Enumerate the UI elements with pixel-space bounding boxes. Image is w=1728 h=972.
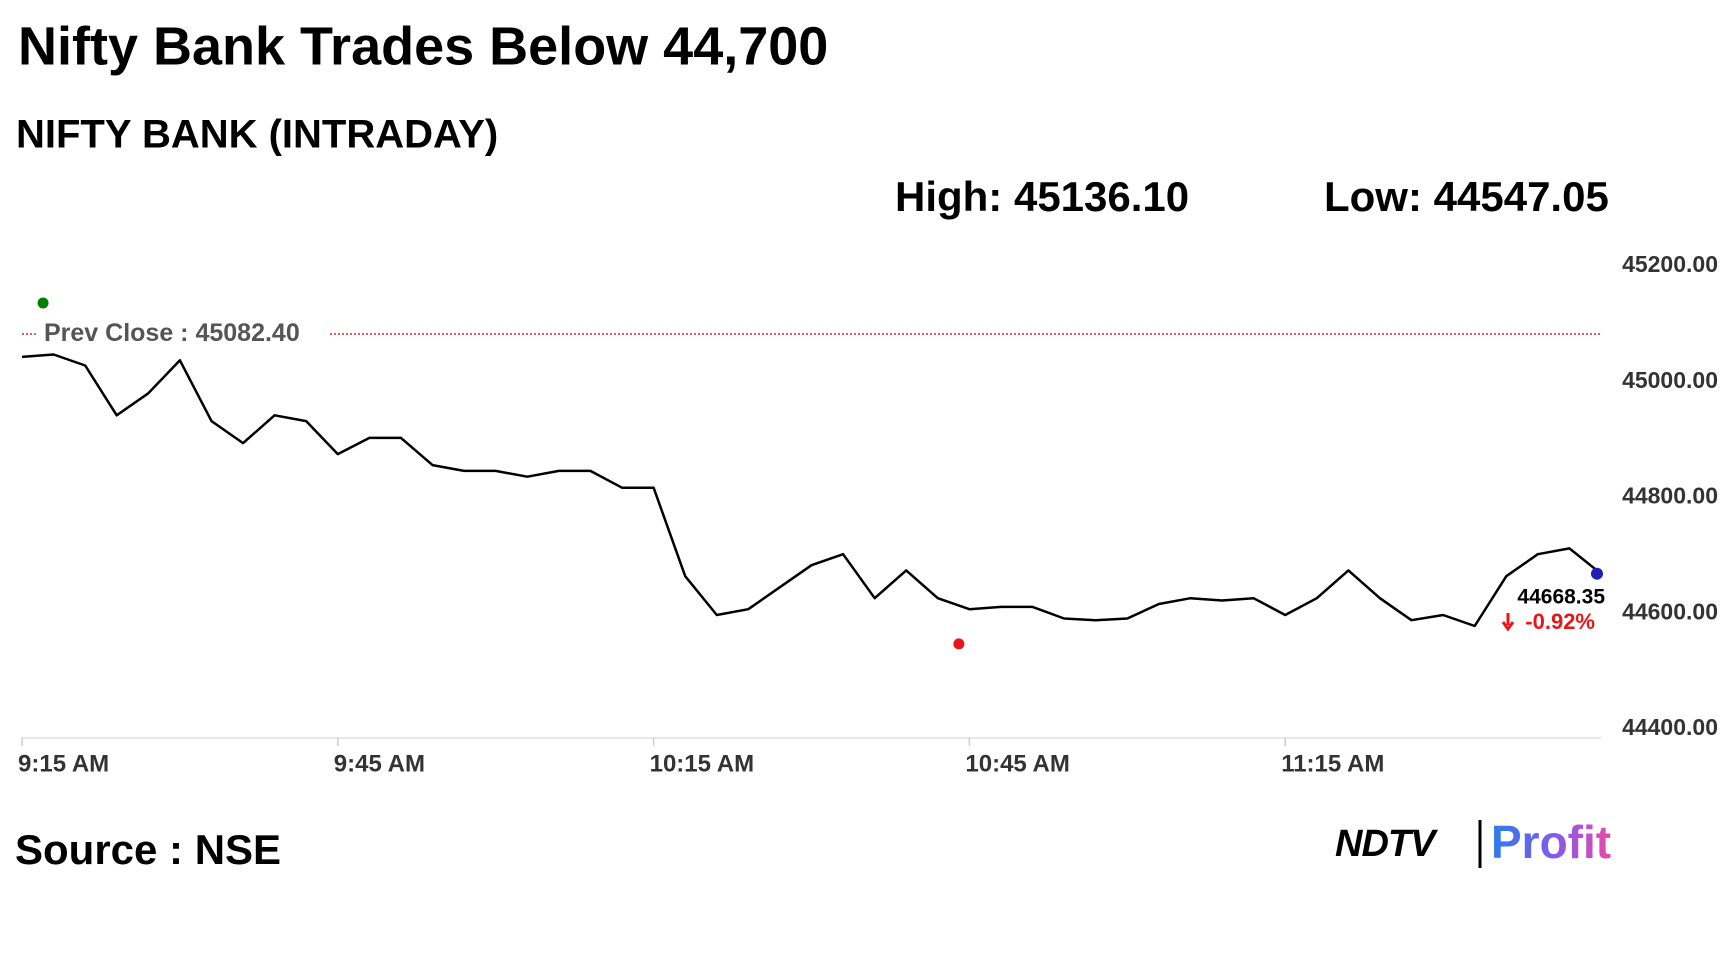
- prev-close-bg: [38, 317, 328, 352]
- prev-close-text: Prev Close : 45082.40: [44, 319, 300, 347]
- low-value: 44547.05: [1434, 173, 1609, 220]
- y-tick-label: 45200.00: [1622, 251, 1718, 277]
- chart-subtitle: NIFTY BANK (INTRADAY): [16, 113, 498, 157]
- y-tick-label: 45000.00: [1622, 367, 1718, 393]
- high-value: 45136.10: [1014, 173, 1189, 220]
- low-text: Low:: [1324, 173, 1422, 220]
- high-text: High:: [895, 173, 1002, 220]
- high-label: High: 45136.10: [895, 173, 1189, 220]
- high-dot: [37, 297, 49, 309]
- low-dot: [953, 638, 965, 650]
- logo-right: Profit: [1491, 816, 1611, 868]
- y-tick-label: 44600.00: [1622, 598, 1718, 624]
- x-tick-label: 9:45 AM: [334, 750, 425, 777]
- x-tick-label: 10:45 AM: [965, 750, 1069, 777]
- last-price-label: 44668.35: [1517, 586, 1605, 609]
- prev-close-value: 45082.40: [195, 319, 299, 347]
- logo-left: NDTV: [1335, 823, 1438, 865]
- price-line: [21, 353, 1602, 628]
- y-tick-label: 44800.00: [1622, 483, 1718, 509]
- x-tick-label: 10:15 AM: [650, 750, 754, 777]
- low-label: Low: 44547.05: [1324, 173, 1609, 220]
- x-tick-label: 11:15 AM: [1281, 750, 1384, 777]
- prev-close-caption: Prev Close :: [44, 319, 189, 347]
- x-tick-label: 9:15 AM: [18, 750, 109, 777]
- change-arrow: [1501, 613, 1515, 632]
- chart-title: Nifty Bank Trades Below 44,700: [18, 16, 828, 76]
- y-tick-label: 44400.00: [1622, 714, 1718, 740]
- last-dot: [1591, 567, 1603, 580]
- prev-close-label: Prev Close : 45082.40: [38, 317, 328, 352]
- change-label: -0.92%: [1525, 609, 1595, 634]
- source: Source : NSE: [15, 826, 281, 873]
